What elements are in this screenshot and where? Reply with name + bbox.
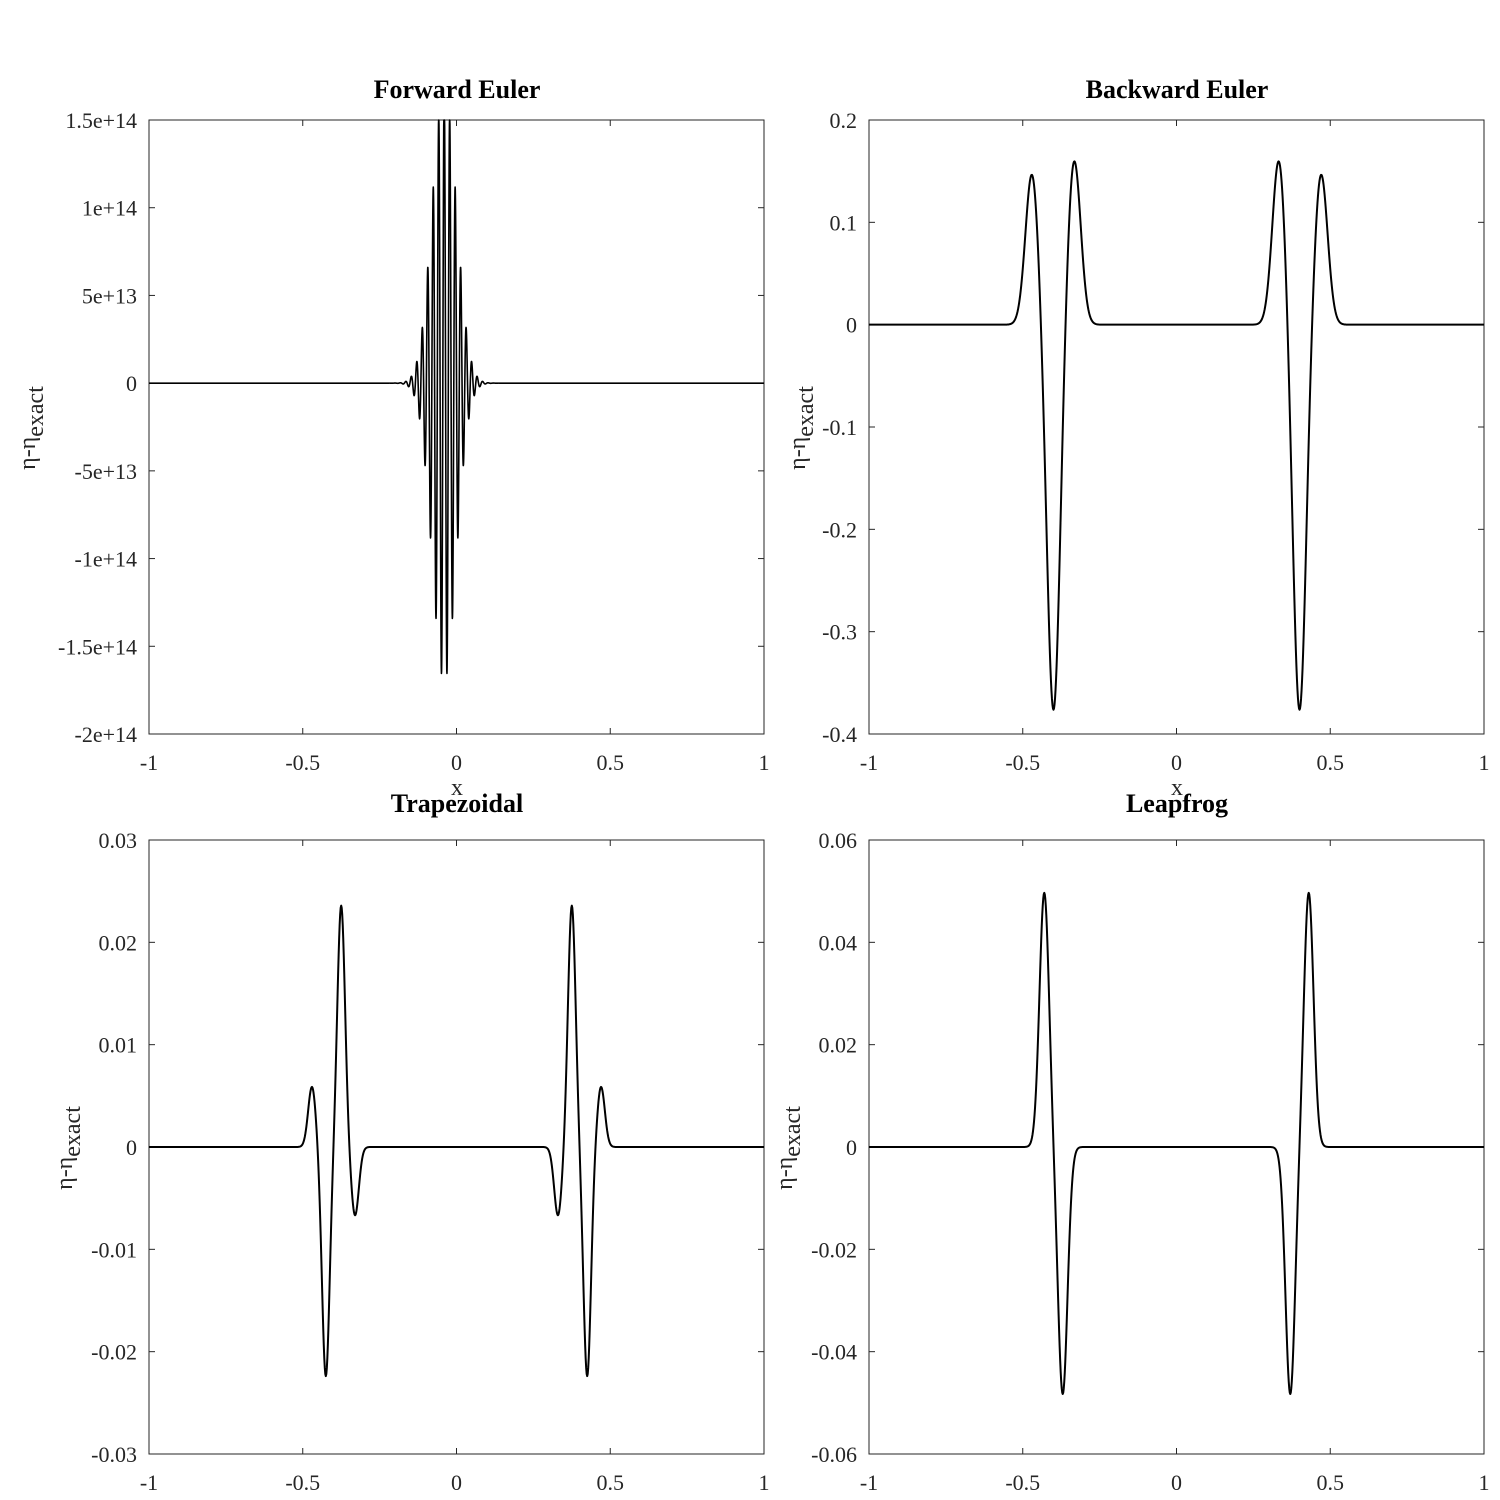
x-axis-label: x: [1171, 775, 1183, 801]
subplot-title: Leapfrog: [1126, 789, 1228, 818]
x-tick-label: -0.5: [285, 750, 320, 775]
subplot-title: Trapezoidal: [391, 789, 523, 818]
subplot-leapfrog: Leapfrog η-ηexact -1 -0.5 0 0.5 1 0.06 0.04 0.0…: [772, 789, 1490, 1495]
y-tick-label: 5e+13: [82, 283, 137, 308]
x-tick-label: 0: [451, 1470, 462, 1495]
y-tick-label: -0.02: [811, 1237, 857, 1262]
subplot-trapezoidal: Trapezoidal η-ηexact -1 -0.5 0 0.5 1 0.03 0.02…: [52, 789, 770, 1495]
y-tick-label: 1e+14: [82, 196, 137, 221]
x-axis-label: x: [451, 775, 463, 801]
subplot-backward-euler: Backward Euler x η-ηexact -1 -0.5 0 0.5 1 0.2…: [785, 75, 1490, 801]
x-tick-label: 0.5: [597, 1470, 625, 1495]
y-tick-label: 0.02: [99, 930, 138, 955]
y-tick-label: 0: [126, 371, 137, 396]
x-tick-label: 1: [759, 1470, 770, 1495]
y-tick-label: 0.1: [830, 210, 858, 235]
x-tick-label: -1: [860, 1470, 878, 1495]
y-tick-label: 0.02: [819, 1033, 858, 1058]
subplot-forward-euler: Forward Euler x η-ηexact -1 -0.5 0 0.5 1 1.5e…: [15, 75, 770, 801]
x-tick-label: 1: [759, 750, 770, 775]
y-tick-label: -1e+14: [75, 547, 138, 572]
y-tick-label: -1.5e+14: [58, 634, 137, 659]
x-tick-label: -0.5: [1005, 1470, 1040, 1495]
x-tick-label: -1: [140, 750, 158, 775]
y-tick-label: -0.06: [811, 1442, 857, 1467]
x-tick-label: 0: [451, 750, 462, 775]
y-axis-label: η-ηexact: [772, 1106, 806, 1190]
y-tick-label: 0: [846, 1135, 857, 1160]
y-axis-label: η-ηexact: [52, 1106, 86, 1190]
x-tick-label: 0.5: [1317, 750, 1345, 775]
x-tick-label: 0.5: [597, 750, 625, 775]
y-tick-label: -0.01: [91, 1237, 137, 1262]
x-tick-label: 1: [1479, 1470, 1490, 1495]
x-tick-label: 1: [1479, 750, 1490, 775]
x-tick-label: -1: [860, 750, 878, 775]
series-line: [868, 160, 1485, 711]
y-tick-label: -2e+14: [75, 722, 138, 747]
series-line: [148, 904, 765, 1378]
y-tick-label: -0.4: [822, 722, 857, 747]
series-line: [868, 891, 1485, 1395]
y-tick-label: 0.03: [99, 828, 138, 853]
x-tick-label: 0.5: [1317, 1470, 1345, 1495]
y-tick-label: -5e+13: [75, 459, 138, 484]
y-tick-label: -0.1: [822, 415, 857, 440]
y-tick-label: -0.3: [822, 620, 857, 645]
y-tick-label: 0.01: [99, 1033, 138, 1058]
y-tick-label: 0: [126, 1135, 137, 1160]
y-axis-label: η-ηexact: [785, 386, 819, 470]
x-tick-label: -0.5: [1005, 750, 1040, 775]
x-tick-label: 0: [1171, 1470, 1182, 1495]
subplot-title: Forward Euler: [374, 75, 541, 104]
y-tick-label: 0: [846, 313, 857, 338]
y-tick-label: 1.5e+14: [65, 108, 137, 133]
y-tick-label: 0.2: [830, 108, 858, 133]
series-line: [148, 119, 765, 675]
y-tick-label: -0.02: [91, 1340, 137, 1365]
x-tick-label: -1: [140, 1470, 158, 1495]
x-tick-label: 0: [1171, 750, 1182, 775]
subplot-title: Backward Euler: [1086, 75, 1269, 104]
y-tick-label: -0.03: [91, 1442, 137, 1467]
y-axis-label: η-ηexact: [15, 386, 49, 470]
y-tick-label: 0.04: [819, 930, 858, 955]
x-tick-label: -0.5: [285, 1470, 320, 1495]
y-tick-label: -0.04: [811, 1340, 857, 1365]
y-tick-label: -0.2: [822, 517, 857, 542]
y-tick-label: 0.06: [819, 828, 858, 853]
